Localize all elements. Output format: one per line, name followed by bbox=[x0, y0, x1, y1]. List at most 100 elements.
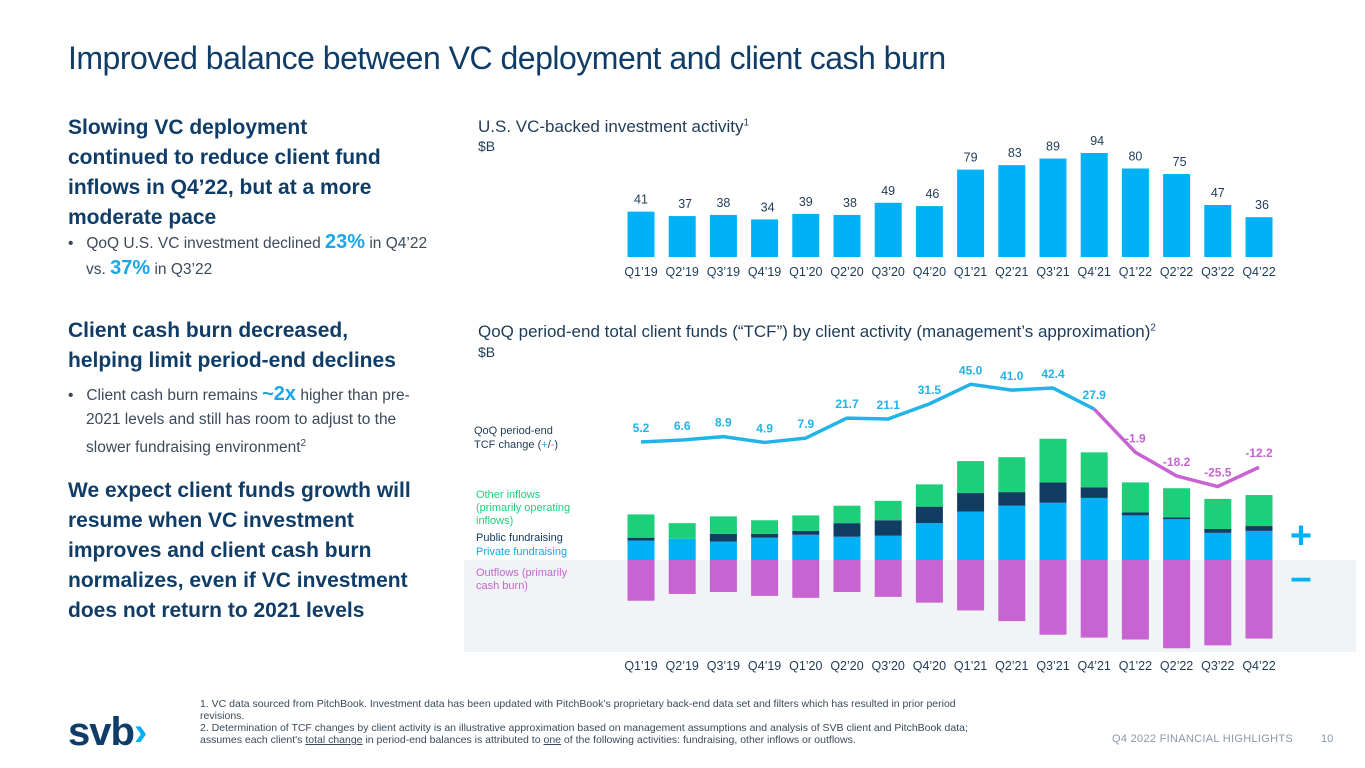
vc-bar-value-label: 94 bbox=[1090, 134, 1104, 148]
vc-bar bbox=[751, 219, 779, 257]
legend-text: / bbox=[548, 439, 552, 451]
private-fundraising-bar bbox=[1121, 515, 1149, 560]
footnote-text: 2. Determination of TCF changes by clien… bbox=[200, 722, 968, 746]
other-inflows-bar bbox=[1204, 498, 1232, 529]
tcf-x-tick-label: Q4’22 bbox=[1242, 659, 1275, 673]
tcf-x-axis: Q1’19 Q2’19 Q3’19 Q4’19 Q1’20 Q2’20 Q3’20 Q4’20… bbox=[624, 659, 1275, 673]
logo-text: svb bbox=[68, 710, 135, 754]
legend-minus: - bbox=[551, 439, 555, 451]
tcf-chart-title: QoQ period-end total client funds (“TCF”… bbox=[478, 322, 1156, 342]
vc-bar-value-label: 38 bbox=[843, 196, 857, 210]
tcf-line-value-label: 6.6 bbox=[674, 419, 691, 433]
bullet-text: QoQ U.S. VC investment declined bbox=[86, 235, 325, 252]
legend-text: ) bbox=[554, 439, 558, 451]
tcf-line-value-label: -1.9 bbox=[1125, 431, 1146, 445]
outflows-bar bbox=[1204, 560, 1232, 646]
vc-x-tick-label: Q1’20 bbox=[789, 265, 822, 279]
footnote-2: 2. Determination of TCF changes by clien… bbox=[200, 722, 980, 746]
section-heading-outlook: We expect client funds growth will resum… bbox=[68, 479, 411, 622]
legend-text: TCF change ( bbox=[474, 439, 542, 451]
outflows-bar bbox=[1121, 560, 1149, 640]
vc-bar bbox=[1121, 168, 1149, 257]
private-fundraising-bar bbox=[751, 537, 779, 560]
legend-public-fundraising: Public fundraising bbox=[476, 532, 563, 544]
outflows-bar bbox=[751, 560, 779, 596]
tcf-line-value-label: -12.2 bbox=[1245, 446, 1273, 460]
vc-x-tick-label: Q4’21 bbox=[1078, 265, 1111, 279]
tcf-x-tick-label: Q1’22 bbox=[1119, 659, 1152, 673]
tcf-line-positive bbox=[640, 382, 1095, 445]
tcf-legend: QoQ period-end TCF change (+/-) Other in… bbox=[474, 425, 570, 592]
tcf-x-tick-label: Q3’19 bbox=[707, 659, 740, 673]
svb-logo: svb› bbox=[68, 710, 147, 755]
private-fundraising-bar bbox=[668, 538, 696, 560]
bullet-vc-investment: • QoQ U.S. VC investment declined 23% in… bbox=[68, 231, 428, 279]
private-fundraising-bar bbox=[709, 541, 737, 560]
outflows-bar bbox=[833, 560, 861, 593]
tcf-line-negative bbox=[1092, 407, 1260, 489]
tcf-line-value-label: -18.2 bbox=[1163, 455, 1191, 469]
footnote-underlined: total change bbox=[305, 734, 363, 746]
legend-plus: + bbox=[541, 439, 547, 451]
public-fundraising-bar bbox=[833, 523, 861, 537]
vc-x-tick-label: Q4’20 bbox=[913, 265, 946, 279]
public-fundraising-bar bbox=[751, 533, 779, 538]
tcf-line-value-label: -25.5 bbox=[1204, 466, 1232, 480]
vc-bar-value-label: 75 bbox=[1173, 155, 1187, 169]
outflows-bar bbox=[1039, 560, 1067, 635]
vc-x-tick-label: Q3’22 bbox=[1201, 265, 1234, 279]
vc-x-tick-label: Q1’19 bbox=[624, 265, 657, 279]
vc-bar bbox=[1245, 217, 1273, 257]
vc-x-tick-label: Q4’19 bbox=[748, 265, 781, 279]
outflows-bar bbox=[709, 560, 737, 593]
private-fundraising-bar bbox=[1080, 497, 1108, 560]
tcf-x-tick-label: Q4’21 bbox=[1078, 659, 1111, 673]
tcf-x-tick-label: Q2’20 bbox=[830, 659, 863, 673]
vc-bar bbox=[1163, 174, 1191, 257]
legend-other-inflows: Other inflows bbox=[476, 489, 541, 501]
private-fundraising-bar bbox=[1245, 530, 1273, 560]
vc-bar-value-label: 79 bbox=[964, 151, 978, 165]
public-fundraising-bar bbox=[1080, 487, 1108, 498]
public-fundraising-bar bbox=[998, 492, 1026, 506]
other-inflows-bar bbox=[998, 457, 1026, 493]
vc-bar bbox=[792, 213, 820, 257]
tcf-chart-unit: $B bbox=[478, 344, 496, 360]
vc-bar-value-label: 80 bbox=[1128, 149, 1142, 163]
outflows-bar bbox=[668, 560, 696, 594]
vc-bar-value-label: 34 bbox=[761, 200, 775, 214]
vc-chart-title: U.S. VC-backed investment activity1 bbox=[478, 117, 749, 137]
plus-sign: + bbox=[1290, 515, 1312, 557]
bullet-text: higher than pre-2021 levels and still ha… bbox=[86, 387, 410, 457]
tcf-x-tick-label: Q1’20 bbox=[789, 659, 822, 673]
public-fundraising-bar bbox=[1039, 482, 1067, 503]
vc-bar bbox=[998, 165, 1026, 257]
vc-chart-unit: $B bbox=[478, 138, 496, 154]
tcf-line-value-label: 5.2 bbox=[633, 421, 650, 435]
other-inflows-bar bbox=[1245, 495, 1273, 527]
footnote-text: in period-end balances is attributed to bbox=[362, 734, 544, 746]
bullet-cash-burn: • Client cash burn remains ~2x higher th… bbox=[68, 383, 410, 457]
legend-outflows-2: cash burn) bbox=[476, 580, 528, 592]
bullet-text: in Q4’22 vs. bbox=[86, 235, 428, 278]
highlight-value: 23% bbox=[325, 231, 366, 253]
private-fundraising-bar bbox=[627, 540, 655, 560]
vc-bar bbox=[627, 211, 655, 257]
footnote-ref: 2 bbox=[1150, 322, 1156, 334]
other-inflows-bar bbox=[1163, 488, 1191, 518]
vc-bar bbox=[1039, 158, 1067, 257]
tcf-x-tick-label: Q4’19 bbox=[748, 659, 781, 673]
other-inflows-bar bbox=[1039, 438, 1067, 483]
public-fundraising-bar bbox=[1245, 526, 1273, 531]
vc-bar bbox=[1080, 153, 1108, 257]
footnote-underlined: one bbox=[543, 734, 562, 746]
legend-line-label: QoQ period-end bbox=[474, 425, 553, 437]
public-fundraising-bar bbox=[957, 493, 985, 512]
tcf-line-value-label: 7.9 bbox=[797, 417, 814, 431]
public-fundraising-bar bbox=[915, 506, 943, 524]
legend-private-fundraising: Private fundraising bbox=[476, 546, 567, 558]
tcf-x-tick-label: Q3’21 bbox=[1036, 659, 1069, 673]
public-fundraising-bar bbox=[1204, 528, 1232, 533]
tcf-x-tick-label: Q2’21 bbox=[995, 659, 1028, 673]
vc-x-tick-label: Q3’20 bbox=[872, 265, 905, 279]
